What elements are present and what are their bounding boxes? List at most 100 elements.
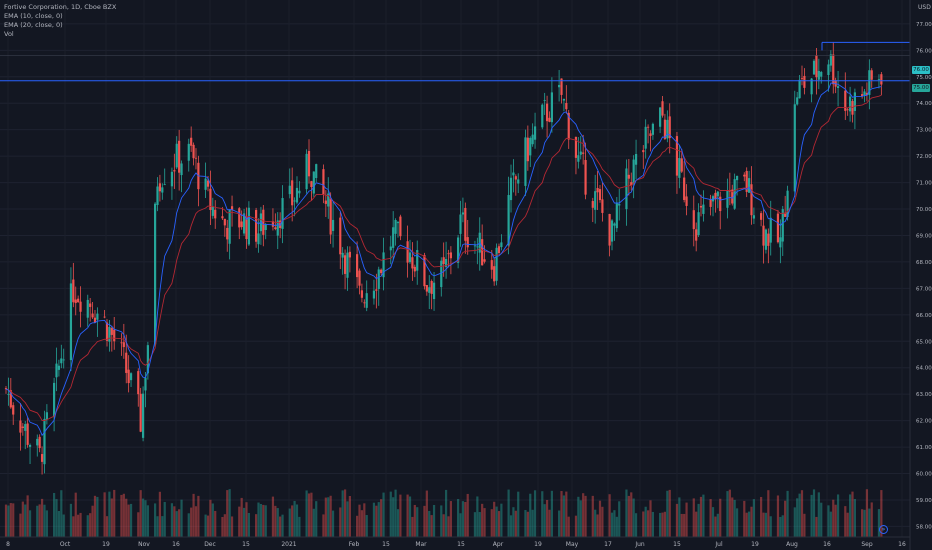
time-axis[interactable]: 8 Oct 19 Nov 16 Dec 15 2021 Feb 15 Mar 15 Apr 19 May 17… (0, 536, 910, 548)
horizontal-lines[interactable] (0, 41, 910, 82)
ema10-legend[interactable]: EMA (10, close, 0) (4, 12, 63, 20)
candle-body (697, 212, 700, 236)
candle-body (733, 179, 736, 209)
volume-bar (153, 503, 157, 537)
candle-body (440, 260, 443, 288)
candle-body (497, 246, 501, 254)
candle-body (329, 198, 332, 235)
volume-bar (79, 512, 82, 537)
price-tick-label: 74.00 (916, 101, 932, 107)
volume-bar (230, 516, 234, 537)
price-tick-label: 75.00 (916, 75, 932, 81)
scroll-to-realtime-icon[interactable]: » (879, 525, 888, 534)
candle-body (861, 94, 864, 97)
candle-body (291, 180, 294, 206)
volume-bar (678, 497, 681, 537)
volume-bar (865, 489, 869, 537)
price-axis[interactable]: 77.0076.0075.0074.0073.0072.0071.0070.00… (909, 0, 932, 550)
volume-bar (425, 490, 428, 537)
volume-bar (466, 493, 469, 537)
candle-body (190, 137, 193, 146)
volume-legend[interactable]: Vol (4, 30, 14, 38)
candle-body (514, 176, 517, 180)
candle-body (307, 150, 311, 177)
candle-body (769, 217, 772, 243)
volume-bar (832, 499, 835, 537)
volume-bar (327, 497, 330, 537)
candle-body (574, 136, 578, 158)
candle-body (105, 322, 109, 341)
volume-bar (206, 515, 210, 537)
volume-bar (543, 504, 546, 537)
volume-bar (163, 501, 166, 537)
candle-body (449, 252, 452, 259)
volume-bar (598, 500, 602, 537)
candle-body (526, 137, 529, 162)
volume-bar (868, 508, 871, 537)
volume-bar (562, 495, 566, 537)
candle-body (55, 363, 58, 378)
volume-bar (226, 490, 229, 537)
volume-bar (769, 516, 772, 537)
volume-bar (680, 513, 683, 537)
price-tick-label: 59.00 (916, 498, 932, 504)
candle-body (298, 190, 301, 194)
volume-bar (322, 514, 325, 537)
volume-bar (493, 501, 496, 537)
volume-bar (747, 511, 751, 537)
price-tick-label: 68.00 (916, 260, 932, 266)
candle-body (416, 250, 419, 271)
volume-bar (545, 499, 549, 537)
volume-bar (870, 502, 873, 537)
candle-body (52, 382, 56, 418)
volume-bar (779, 516, 782, 537)
volume-bar (298, 516, 301, 537)
candle-body (651, 123, 654, 135)
candle-body (786, 190, 789, 217)
volume-bar (784, 500, 787, 537)
volume-bar (120, 494, 123, 537)
candle-body (543, 100, 546, 101)
volume-bar (632, 498, 635, 537)
ema20-legend[interactable]: EMA (20, close, 0) (4, 21, 63, 29)
candle-body (211, 206, 214, 216)
candle-body (880, 74, 883, 85)
candle-body (139, 393, 142, 432)
candle-body (413, 266, 416, 272)
candle-body (760, 213, 763, 220)
candle-body (529, 137, 532, 156)
candle-body (161, 187, 164, 193)
volume-bar (651, 511, 654, 537)
candle-body (375, 289, 378, 291)
candle-body (77, 298, 80, 303)
volume-bar (57, 510, 61, 537)
volume-bar (663, 511, 667, 537)
candle-body (129, 373, 133, 381)
candle-body (579, 151, 582, 155)
volume-bar (262, 504, 265, 537)
candle-body (683, 177, 686, 200)
price-tick-label: 62.00 (916, 419, 932, 425)
candle-body (382, 252, 385, 278)
volume-bar (812, 489, 816, 537)
volume-bar (820, 502, 823, 537)
symbol-title[interactable]: Fortive Corporation, 1D, Cboe BZX (4, 3, 117, 11)
candle-body (646, 126, 650, 128)
volume-bar (827, 505, 830, 537)
candle-body (457, 237, 460, 263)
volume-bar (776, 495, 780, 537)
volume-bar (591, 495, 594, 537)
volume-bar (291, 505, 294, 537)
volume-bar (211, 503, 214, 537)
candle-body (93, 317, 97, 323)
volume-bar (399, 494, 402, 537)
candle-body (346, 252, 349, 278)
high-price-tag: 76.00 (912, 66, 930, 74)
candle-body (312, 171, 315, 194)
candle-body (24, 424, 27, 431)
volume-bar (644, 506, 647, 537)
candle-body (466, 237, 469, 248)
candle-body (103, 316, 106, 318)
volume-bar (221, 516, 224, 537)
